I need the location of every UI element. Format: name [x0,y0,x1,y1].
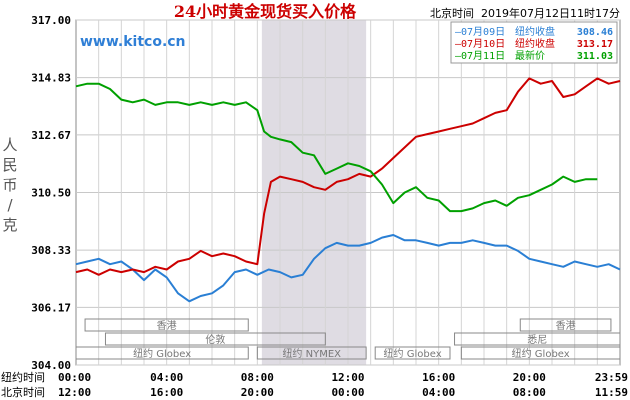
session-label: 香港 [157,320,177,332]
y-label-char: 人 [2,136,17,154]
legend-label: 纽约收盘 [515,37,555,50]
series-layer [75,77,621,303]
session-bar [84,318,249,332]
series-line [75,234,621,303]
x-tick-label: 04:00 [150,371,183,384]
y-label-char: 民 [2,156,17,174]
x-tick-label: 20:00 [241,386,274,399]
legend-value: 311.03 [577,51,613,62]
session-label: 悉尼 [527,334,547,346]
session-label: 纽约 Globex [512,347,570,360]
y-axis: 317.00 314.83 312.67 310.50 308.33 306.17 304.… [31,14,71,372]
x-tick-label: 00:00 [58,371,91,384]
session-bar [519,318,612,332]
x-tick-label: 11:59 [595,386,628,399]
session-label: 纽约 Globex [133,347,191,360]
y-tick-label: 310.50 [31,187,71,200]
session-bar [374,346,451,360]
x-row-label: 纽约时间 [1,370,45,384]
x-tick-label: 23:59 [595,371,628,384]
x-tick-label: 08:00 [241,371,274,384]
x-tick-label: 12:00 [331,371,364,384]
y-label-char: 币 [2,176,17,194]
session-bar [75,346,249,360]
y-label-char: / [7,196,13,214]
legend-date: —07月10日 [455,38,505,50]
session-bar [104,332,326,346]
legend: —07月09日 纽约收盘 308.46 —07月10日 纽约收盘 313.17 —07月11… [450,21,618,64]
y-axis-label: 人民币 / 克 [2,136,17,234]
x-axis: 纽约时间 00:00 04:00 08:00 12:00 16:00 20:00 23:59 北… [1,370,628,399]
session-label: 伦敦 [205,333,225,346]
session-bar [256,346,367,360]
legend-label: 最新价 [515,49,545,62]
x-tick-label: 16:00 [422,371,455,384]
legend-value: 313.17 [577,39,613,50]
legend-date: —07月09日 [455,26,505,38]
session-label: 纽约 NYMEX [282,347,341,360]
y-tick-label: 308.33 [31,244,71,257]
legend-label: 纽约收盘 [515,25,555,38]
grid-lines [76,19,620,366]
session-label: 纽约 Globex [384,347,442,360]
chart-title: 24小时黄金现货买入价格 [174,2,357,21]
session-bar [454,332,621,346]
watermark: www.kitco.cn [80,34,186,50]
session-bar [460,346,621,360]
y-tick-label: 314.83 [31,72,71,85]
session-label: 香港 [556,320,576,332]
x-tick-label: 08:00 [513,386,546,399]
y-label-char: 克 [2,216,17,234]
legend-box [450,21,618,64]
x-tick-label: 16:00 [150,386,183,399]
x-tick-label: 12:00 [58,386,91,399]
y-tick-label: 304.00 [31,359,71,372]
y-tick-label: 312.67 [31,129,71,142]
y-tick-label: 317.00 [31,14,71,27]
x-row-label: 北京时间 [1,385,45,399]
x-tick-label: 00:00 [331,386,364,399]
series-line [75,82,598,213]
timestamp: 北京时间 2019年07月12日11时17分 [430,6,620,20]
x-tick-label: 04:00 [422,386,455,399]
series-line [75,77,621,276]
y-tick-label: 306.17 [31,301,71,314]
legend-value: 308.46 [577,27,613,38]
x-tick-label: 20:00 [513,371,546,384]
legend-date: —07月11日 [455,50,505,62]
